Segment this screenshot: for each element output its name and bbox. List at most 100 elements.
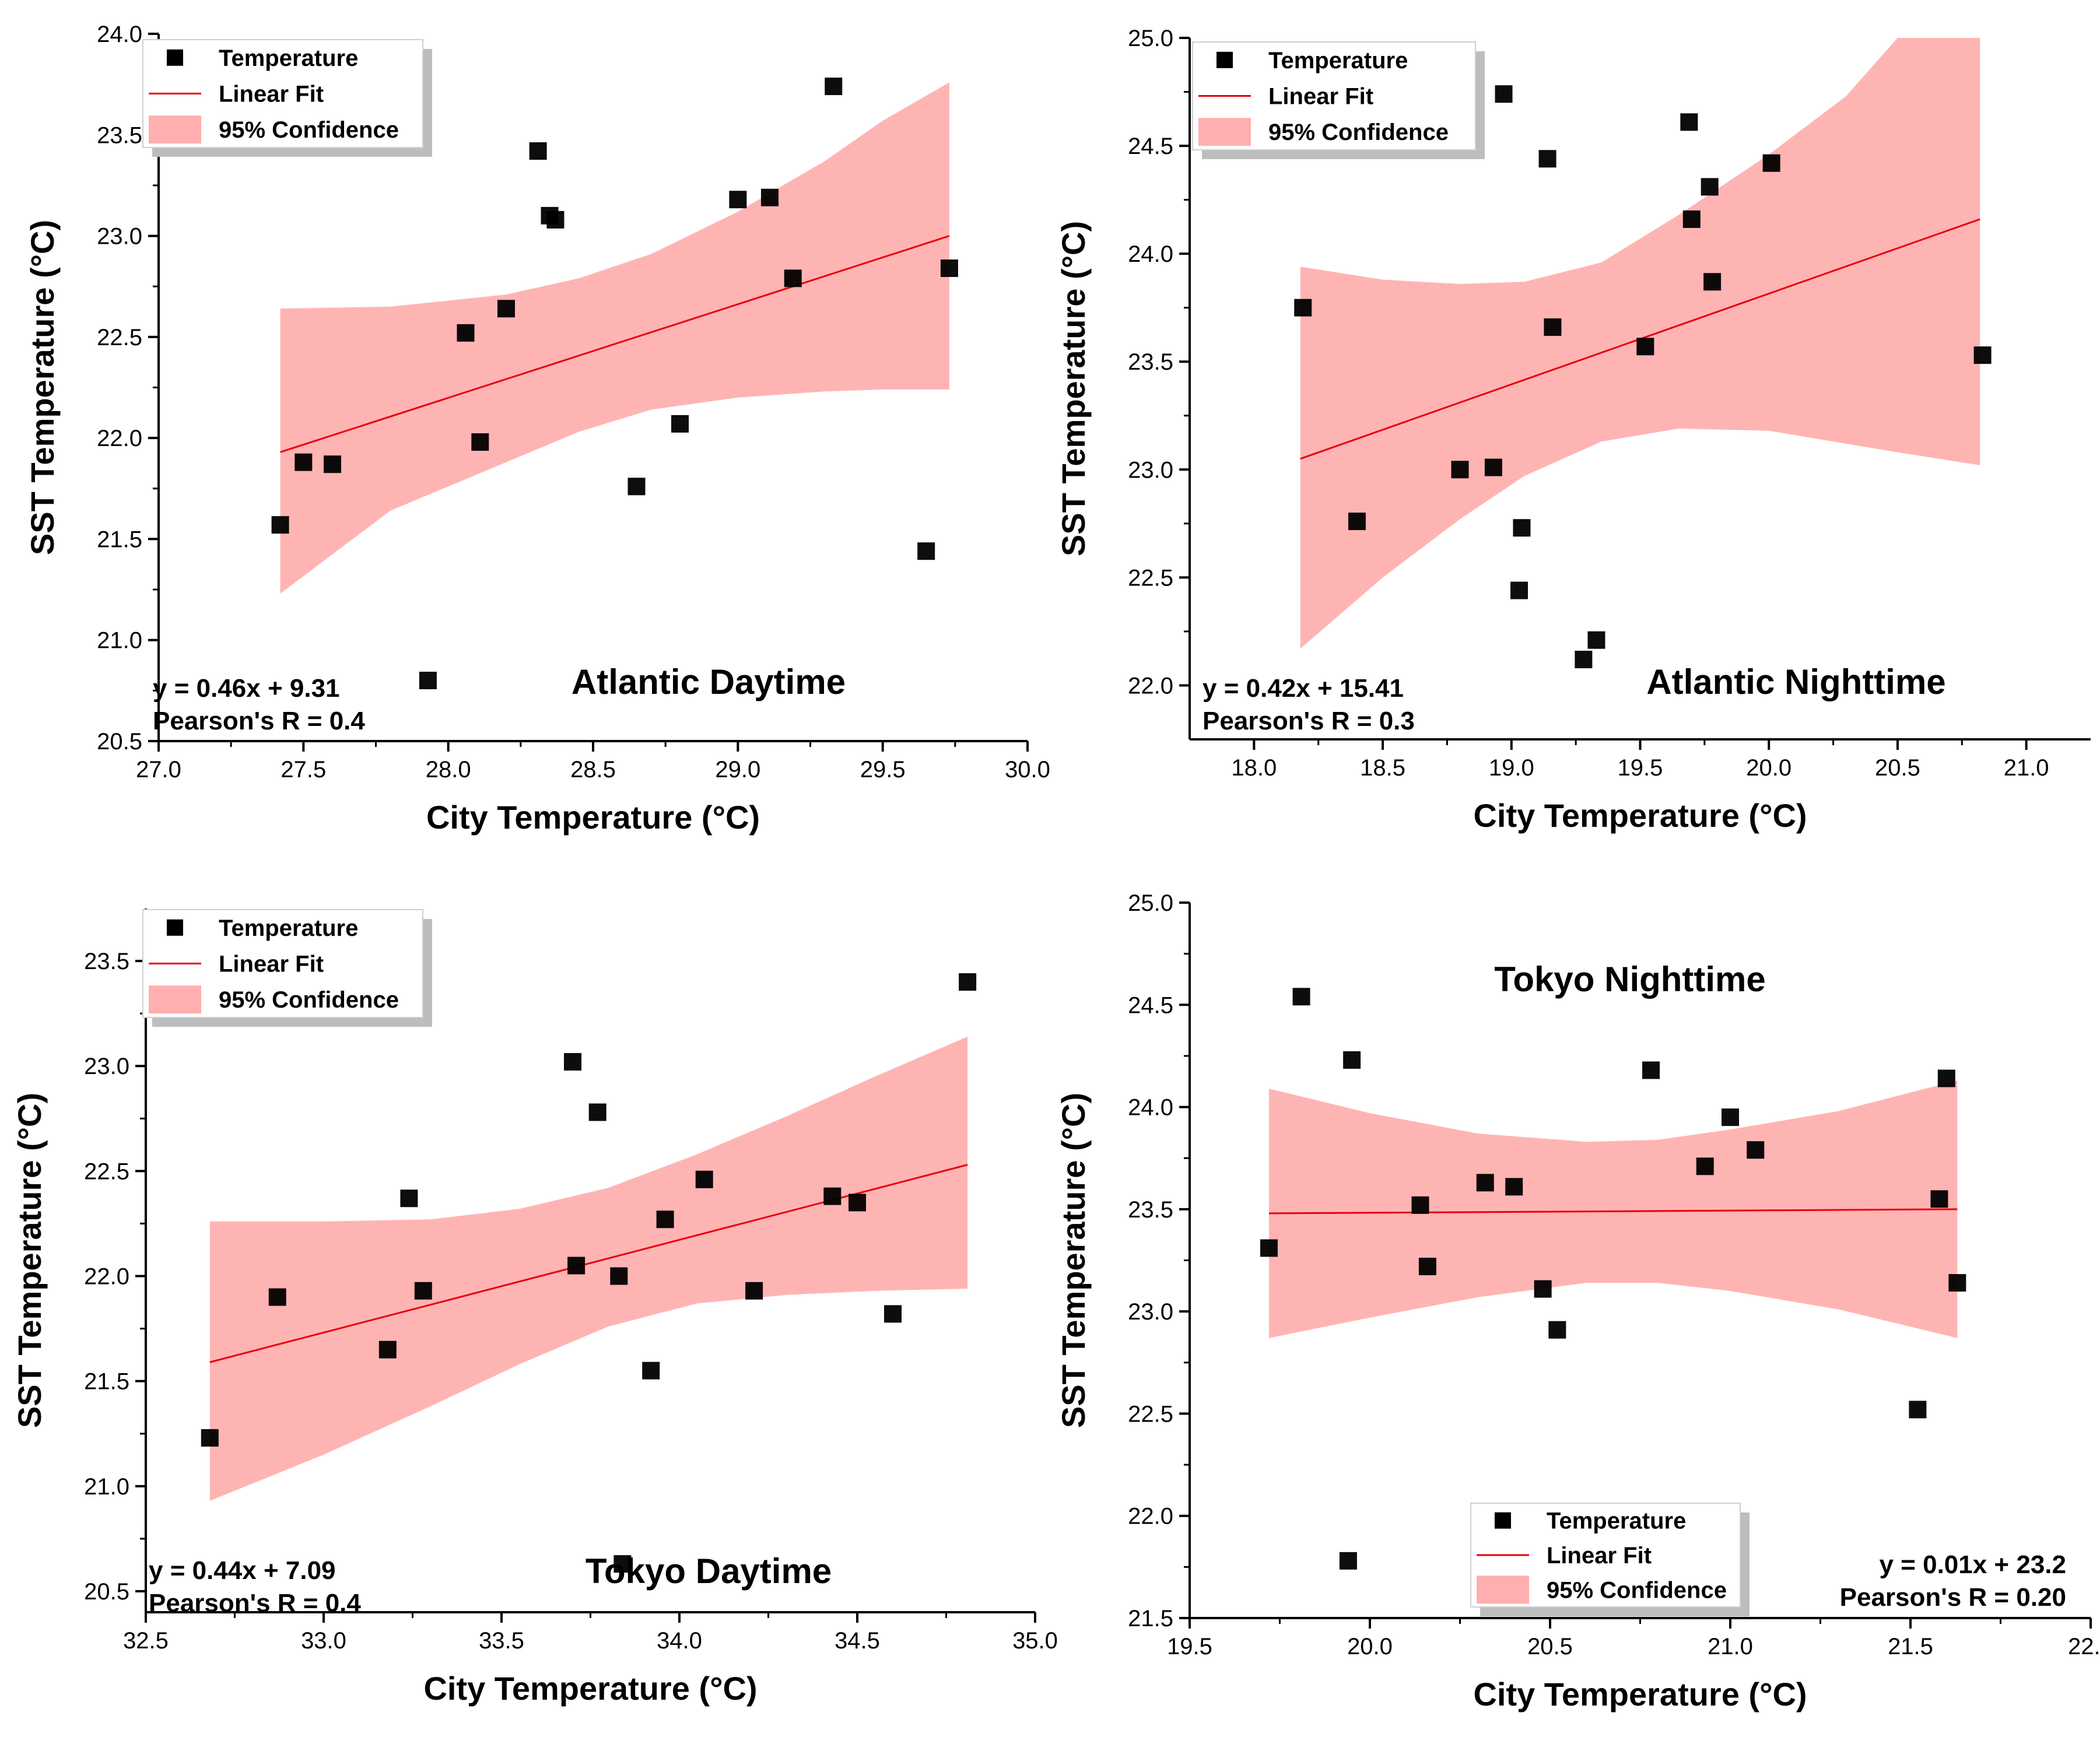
- data-point: [1937, 1069, 1955, 1087]
- pearson-r: Pearson's R = 0.4: [153, 707, 365, 735]
- legend-label-temperature: Temperature: [1268, 48, 1408, 73]
- chart-panel-4: 19.5 20.0 20.5 21.0 21.5 22.0 21.5 22.0 22.5 23.0…: [1055, 890, 2100, 1713]
- data-point: [1747, 1141, 1765, 1159]
- data-point: [784, 269, 802, 287]
- y-tick-label: 25.0: [1128, 26, 1173, 51]
- data-point: [1930, 1190, 1948, 1208]
- linear-fit-line: [209, 1164, 968, 1363]
- legend-label-confidence: 95% Confidence: [1268, 120, 1449, 145]
- data-point: [271, 516, 289, 534]
- data-point: [295, 453, 313, 471]
- y-axis-label: SST Temperature (°C): [1055, 221, 1092, 556]
- legend-point-symbol: [1495, 1512, 1511, 1529]
- legend-label-linear-fit: Linear Fit: [219, 952, 324, 977]
- y-tick-label: 25.0: [1128, 890, 1173, 916]
- chart-title: Atlantic Daytime: [572, 662, 846, 701]
- x-tick-label: 29.5: [860, 757, 906, 782]
- x-tick-label: 28.5: [570, 757, 616, 782]
- data-point: [1510, 581, 1528, 599]
- legend-point-symbol: [167, 49, 183, 66]
- data-point: [1495, 85, 1513, 103]
- y-tick-label: 21.5: [84, 1369, 129, 1395]
- y-tick-label: 23.5: [1128, 1197, 1173, 1223]
- x-tick-label: 29.0: [715, 757, 760, 782]
- legend-band-symbol: [149, 985, 201, 1014]
- data-point: [695, 1170, 713, 1188]
- x-tick-label: 34.0: [657, 1628, 702, 1654]
- data-point: [1703, 273, 1722, 291]
- legend-band-symbol: [1198, 118, 1251, 146]
- y-tick-label: 22.0: [97, 426, 142, 451]
- data-point: [729, 191, 747, 209]
- data-point: [1909, 1401, 1927, 1419]
- data-point: [884, 1305, 902, 1323]
- legend: Temperature Linear Fit 95% Confidence: [1192, 41, 1485, 159]
- fit-equation: y = 0.01x + 23.2: [1879, 1550, 2066, 1579]
- x-tick-label: 20.0: [1347, 1634, 1393, 1659]
- x-tick-label: 35.0: [1012, 1628, 1058, 1654]
- x-tick-label: 19.5: [1167, 1634, 1212, 1659]
- data-point: [745, 1282, 763, 1300]
- data-point: [1418, 1258, 1436, 1276]
- legend-label-temperature: Temperature: [219, 45, 358, 71]
- data-point: [1948, 1274, 1966, 1292]
- legend-label-linear-fit: Linear Fit: [1268, 84, 1373, 110]
- data-point: [1544, 318, 1562, 336]
- x-tick-label: 21.0: [2004, 755, 2049, 781]
- y-tick-label: 24.0: [97, 22, 142, 47]
- x-axis-label: City Temperature (°C): [426, 799, 760, 836]
- x-axis-label: City Temperature (°C): [1473, 1676, 1807, 1713]
- y-tick-label: 23.5: [97, 122, 142, 148]
- data-point: [823, 1187, 842, 1205]
- data-point: [567, 1257, 586, 1275]
- data-point: [1339, 1552, 1357, 1570]
- legend: Temperature Linear Fit 95% Confidence: [142, 909, 432, 1027]
- pearson-r: Pearson's R = 0.20: [1840, 1583, 2066, 1612]
- data-point: [760, 188, 779, 206]
- y-tick-label: 23.0: [84, 1054, 129, 1079]
- data-point: [1411, 1196, 1429, 1214]
- legend: Temperature Linear Fit 95% Confidence: [142, 39, 432, 157]
- confidence-band: [209, 1036, 968, 1501]
- legend-label-temperature: Temperature: [1547, 1508, 1686, 1534]
- y-tick-label: 22.0: [1128, 1504, 1173, 1529]
- chart-title: Tokyo Daytime: [586, 1552, 832, 1591]
- data-point: [1292, 988, 1310, 1006]
- data-point: [201, 1429, 219, 1447]
- y-tick-label: 21.0: [84, 1474, 129, 1500]
- y-tick-label: 23.0: [97, 224, 142, 250]
- x-axis-label: City Temperature (°C): [1473, 797, 1807, 834]
- chart-title: Tokyo Nighttime: [1494, 960, 1766, 999]
- data-point: [671, 415, 689, 433]
- chart-panel-1: 27.0 27.5 28.0 28.5 29.0 29.5 30.0 20.5 21.0 21.5…: [24, 22, 1050, 836]
- confidence-band: [1269, 1080, 1958, 1338]
- data-point: [1696, 1157, 1714, 1175]
- data-point: [546, 210, 565, 229]
- legend: Temperature Linear Fit 95% Confidence: [1470, 1503, 1750, 1616]
- data-point: [1534, 1280, 1552, 1298]
- data-point: [849, 1194, 866, 1212]
- x-tick-label: 32.5: [123, 1628, 169, 1654]
- data-point: [457, 324, 475, 342]
- y-tick-label: 24.5: [1128, 992, 1173, 1018]
- y-tick-label: 20.5: [97, 729, 142, 755]
- y-tick-label: 22.5: [1128, 565, 1173, 591]
- x-axis-label: City Temperature (°C): [423, 1670, 757, 1707]
- y-tick-label: 22.0: [1128, 673, 1173, 699]
- x-tick-label: 28.0: [426, 757, 471, 782]
- fit-equation: y = 0.46x + 9.31: [153, 674, 340, 703]
- x-tick-label: 20.0: [1746, 755, 1792, 781]
- data-point: [1636, 338, 1654, 356]
- y-axis-label: SST Temperature (°C): [1055, 1093, 1092, 1428]
- fit-equation: y = 0.42x + 15.41: [1202, 674, 1404, 703]
- data-point: [613, 1555, 632, 1573]
- data-point: [1484, 458, 1502, 476]
- data-point: [642, 1362, 660, 1380]
- linear-fit-line: [1268, 1208, 1958, 1215]
- y-tick-label: 24.0: [1128, 1095, 1173, 1121]
- y-tick-label: 24.0: [1128, 241, 1173, 267]
- y-tick-label: 23.0: [1128, 457, 1173, 483]
- data-point: [1680, 113, 1698, 131]
- data-point: [1575, 651, 1593, 669]
